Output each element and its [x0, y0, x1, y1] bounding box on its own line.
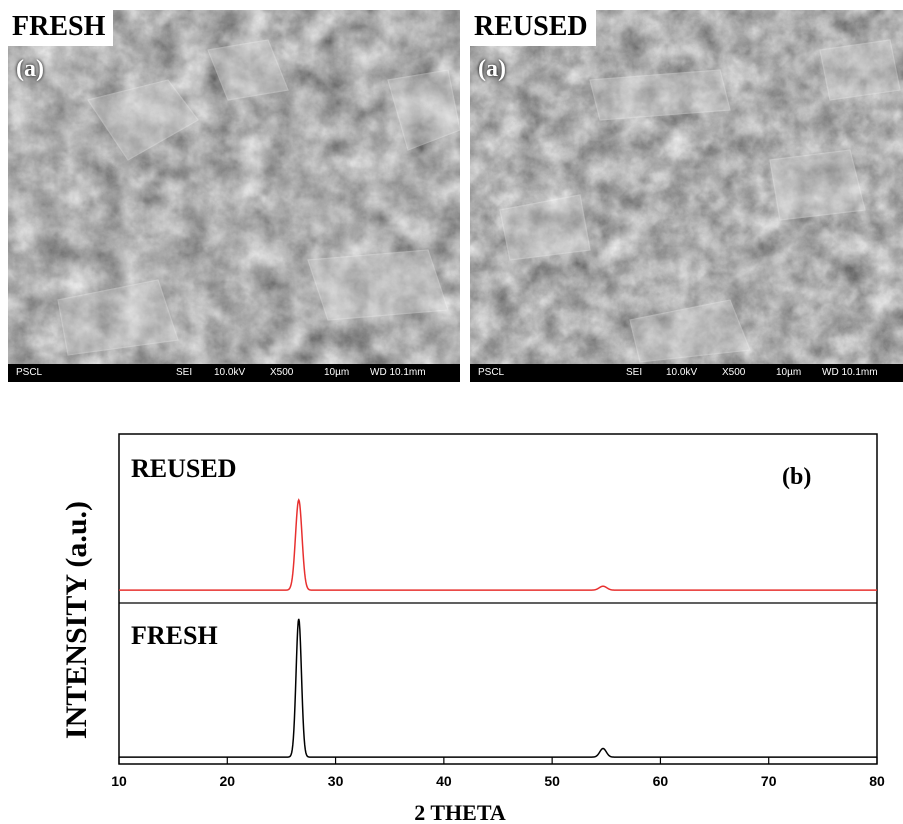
x-tick-label: 50	[544, 773, 560, 789]
x-tick-label: 10	[111, 773, 127, 789]
x-tick-label: 80	[869, 773, 885, 789]
x-tick-label: 70	[761, 773, 777, 789]
sem-wd: WD 10.1mm	[370, 367, 426, 378]
y-axis-label: INTENSITY (a.u.)	[60, 501, 93, 739]
sem-image-fresh: FRESH (a) PSCL SEI 10.0kV X500 10µm WD 1…	[8, 10, 460, 382]
plot-frame	[118, 433, 878, 765]
panel-letter-a-reused: (a)	[478, 56, 506, 82]
panel-letter-a-fresh: (a)	[16, 56, 44, 82]
sem-image-reused: REUSED (a) PSCL SEI 10.0kV X500 10µm WD …	[470, 10, 903, 382]
sem-info-bar-reused: PSCL SEI 10.0kV X500 10µm WD 10.1mm	[470, 364, 903, 382]
sem-texture-fresh	[8, 10, 460, 382]
sem-voltage: 10.0kV	[214, 367, 246, 378]
sem-lab: PSCL	[478, 367, 505, 378]
series-label-fresh: FRESH	[131, 621, 218, 650]
x-axis-label: 2 THETA	[414, 800, 506, 824]
x-tick-label: 40	[436, 773, 452, 789]
x-tick-labels: 10 20 30 40 50 60 70 80	[111, 773, 885, 789]
series-label-reused: REUSED	[131, 454, 236, 483]
sem-lab: PSCL	[16, 367, 43, 378]
series-line-reused	[119, 498, 877, 591]
xrd-chart: 10 20 30 40 50 60 70 80 REUSED FRESH (b) 2 THET…	[60, 433, 885, 824]
sem-texture-reused	[470, 10, 903, 382]
series-line-fresh	[119, 618, 877, 758]
sem-info-bar-fresh: PSCL SEI 10.0kV X500 10µm WD 10.1mm	[8, 364, 460, 382]
sem-scale: 10µm	[776, 367, 802, 378]
sem-label-fresh: FRESH	[8, 10, 114, 46]
x-tick-label: 30	[328, 773, 344, 789]
sem-wd: WD 10.1mm	[822, 367, 878, 378]
sem-scale: 10µm	[324, 367, 350, 378]
sem-mode: SEI	[176, 367, 193, 378]
x-tick-label: 20	[219, 773, 235, 789]
sem-mode: SEI	[626, 367, 643, 378]
panel-letter-b: (b)	[782, 464, 811, 490]
sem-voltage: 10.0kV	[666, 367, 698, 378]
sem-magnification: X500	[270, 367, 294, 378]
sem-magnification: X500	[722, 367, 746, 378]
x-ticks	[118, 757, 878, 764]
sem-label-reused: REUSED	[470, 10, 596, 46]
x-tick-label: 60	[653, 773, 669, 789]
